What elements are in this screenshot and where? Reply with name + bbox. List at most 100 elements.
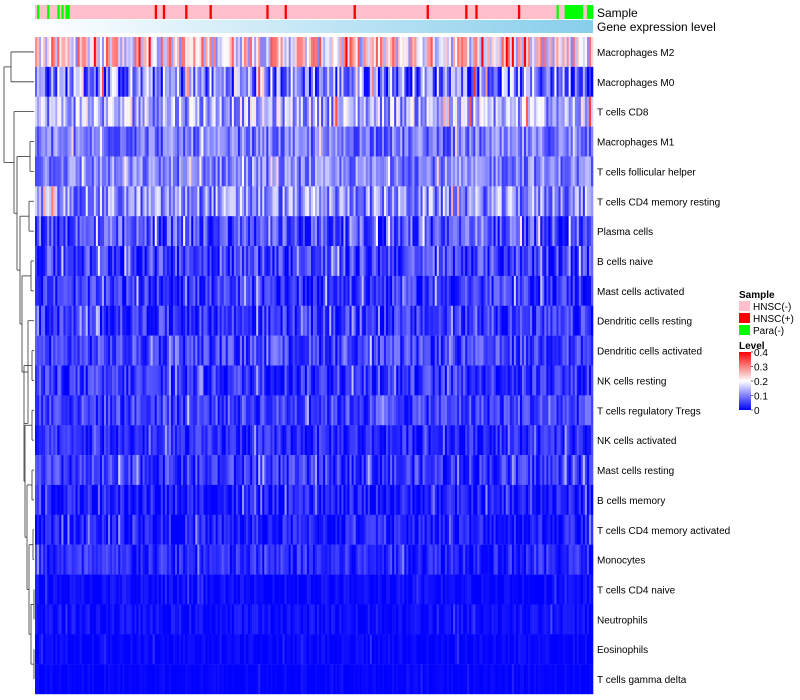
heatmap-cell (41, 484, 44, 516)
heatmap-cell (528, 126, 531, 157)
heatmap-cell (142, 305, 145, 336)
heatmap-cell (392, 126, 395, 157)
heatmap-cell (574, 156, 578, 187)
heatmap-cell (497, 395, 500, 426)
heatmap-cell (377, 66, 381, 97)
heatmap-cell (526, 96, 529, 127)
heatmap-cell (530, 395, 533, 426)
heatmap-cell (371, 126, 375, 157)
heatmap-cell (191, 395, 194, 426)
heatmap-cell (459, 156, 462, 187)
heatmap-cell (168, 186, 172, 217)
heatmap-cell (162, 544, 166, 575)
heatmap-cell (177, 96, 180, 127)
heatmap-cell (489, 455, 492, 486)
heatmap-cell (422, 126, 425, 157)
heatmap-cell (122, 186, 125, 217)
heatmap-cell (211, 455, 214, 486)
heatmap-cell (160, 425, 164, 456)
heatmap-cell (580, 544, 584, 575)
heatmap-cell (509, 484, 513, 516)
heatmap-cell (503, 186, 507, 217)
heatmap-cell (511, 455, 515, 486)
heatmap-cell (312, 126, 316, 157)
heatmap-cell (150, 365, 153, 396)
heatmap-cell (420, 425, 423, 456)
heatmap-cell (422, 335, 425, 366)
heatmap-cell (270, 544, 273, 575)
heatmap-cell (426, 275, 429, 306)
heatmap-cell (448, 395, 452, 426)
heatmap-cell (37, 96, 40, 127)
heatmap-cell (304, 365, 308, 396)
heatmap-cell (392, 544, 395, 575)
heatmap-cell (252, 246, 255, 277)
heatmap-cell (400, 216, 403, 247)
heatmap-cell (183, 156, 186, 187)
heatmap-cell (548, 186, 551, 217)
heatmap-cell (150, 126, 153, 157)
heatmap-cell (390, 425, 393, 456)
heatmap-cell (110, 96, 113, 127)
heatmap-cell (469, 37, 472, 68)
heatmap-cell (67, 66, 70, 97)
heatmap-cell (312, 455, 316, 486)
heatmap-cell (93, 96, 97, 127)
heatmap-cell (357, 37, 360, 68)
heatmap-cell (426, 37, 429, 68)
heatmap-cell (534, 395, 537, 426)
heatmap-cell (270, 126, 273, 157)
heatmap-cell (434, 305, 438, 336)
heatmap-cell (106, 126, 109, 157)
heatmap-cell (120, 544, 123, 575)
heatmap-cell (463, 514, 466, 545)
heatmap-cell (256, 425, 259, 456)
heatmap-cell (487, 544, 490, 575)
heatmap-cell (521, 275, 525, 306)
heatmap-cell (343, 37, 346, 68)
heatmap-cell (558, 186, 561, 217)
heatmap-cell (412, 186, 415, 217)
heatmap-cell (91, 544, 95, 575)
heatmap-cell (207, 186, 210, 217)
heatmap-cell (461, 66, 464, 97)
heatmap-cell (191, 305, 194, 336)
heatmap-cell (335, 66, 338, 97)
heatmap-cell (388, 37, 391, 68)
heatmap-row (35, 66, 594, 97)
heatmap-cell (371, 186, 375, 217)
heatmap-cell (77, 335, 80, 366)
heatmap-cell (63, 186, 66, 217)
heatmap-cell (134, 425, 137, 456)
heatmap-cell (290, 96, 293, 127)
heatmap-cell (446, 186, 450, 217)
heatmap-cell (272, 365, 275, 396)
heatmap-cell (319, 156, 322, 187)
heatmap-cell (436, 455, 440, 486)
heatmap-cell (353, 156, 356, 187)
heatmap-cell (463, 544, 466, 575)
heatmap-cell (406, 246, 409, 277)
heatmap-cell (538, 425, 541, 456)
heatmap-cell (485, 455, 488, 486)
heatmap-cell (258, 425, 261, 456)
heatmap-cell (219, 186, 222, 217)
heatmap-cell (519, 37, 523, 68)
heatmap-cell (73, 365, 76, 396)
heatmap-cell (390, 455, 393, 486)
heatmap-cell (507, 156, 511, 187)
heatmap-cell (367, 455, 371, 486)
heatmap-cell (219, 335, 222, 366)
heatmap-cell (473, 156, 476, 187)
heatmap-cell (185, 66, 188, 97)
heatmap-cell (509, 514, 513, 545)
heatmap-cell (323, 335, 326, 366)
heatmap-cell (183, 126, 186, 157)
heatmap-cell (203, 305, 206, 336)
heatmap-cell (189, 216, 192, 247)
heatmap-cell (221, 514, 225, 545)
heatmap-cell (193, 156, 196, 187)
heatmap-cell (170, 455, 174, 486)
heatmap-cell (390, 246, 393, 277)
heatmap-cell (511, 275, 515, 306)
